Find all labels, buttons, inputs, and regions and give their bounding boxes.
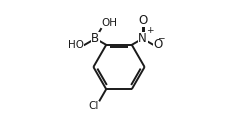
Text: N: N bbox=[138, 32, 147, 45]
Text: +: + bbox=[146, 26, 153, 35]
Text: Cl: Cl bbox=[89, 101, 99, 111]
Text: B: B bbox=[91, 32, 99, 45]
Text: O: O bbox=[154, 38, 163, 51]
Text: HO: HO bbox=[68, 40, 84, 50]
Text: −: − bbox=[157, 33, 164, 42]
Text: OH: OH bbox=[102, 18, 118, 28]
Text: O: O bbox=[138, 14, 147, 27]
